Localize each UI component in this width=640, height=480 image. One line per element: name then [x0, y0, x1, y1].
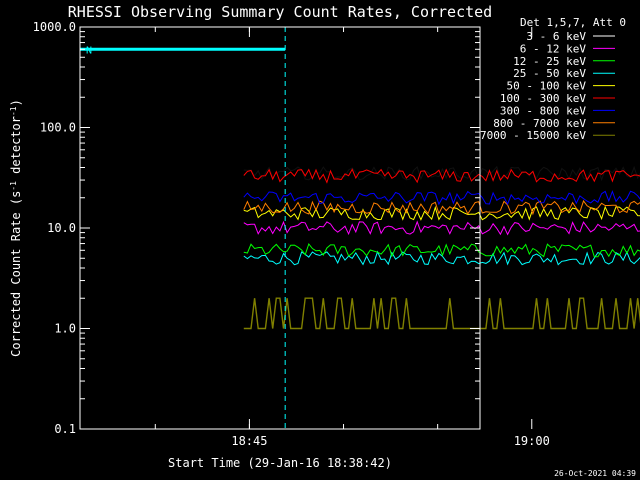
legend-label-3: 25 - 50 keV	[513, 67, 586, 80]
y-axis-label-part3: )	[9, 99, 23, 106]
y-tick-label: 100.0	[40, 121, 76, 135]
series-line-7000-15000-kev	[243, 297, 640, 330]
chart-title: RHESSI Observing Summary Count Rates, Co…	[68, 3, 492, 21]
axes: 0.11.010.0100.01000.018:4519:0019:1519:3…	[33, 20, 550, 448]
x-tick-label: 18:45	[231, 434, 267, 448]
y-axis-label: Corrected Count Rate (s-1 detector-1)	[9, 99, 23, 357]
series-line-25-50-kev	[243, 250, 640, 266]
legend-label-6: 300 - 800 keV	[500, 104, 586, 117]
legend-label-0: 3 - 6 keV	[526, 30, 586, 43]
legend-label-7: 800 - 7000 keV	[493, 117, 586, 130]
generation-timestamp: 26-Oct-2021 04:39	[554, 469, 636, 478]
y-axis-label-sup2: -1	[9, 106, 18, 116]
marker-label-night: N	[86, 45, 92, 56]
legend-label-5: 100 - 300 keV	[500, 92, 586, 105]
series-line-50-100-kev	[243, 205, 640, 221]
y-tick-label: 0.1	[54, 422, 76, 436]
legend-title: Det 1,5,7, Att 0	[520, 16, 626, 29]
x-axis-label: Start Time (29-Jan-16 18:38:42)	[168, 456, 392, 470]
series-line-12-25-kev	[243, 242, 640, 258]
series-line-100-300-kev	[243, 168, 640, 184]
series-line-300-800-kev	[243, 190, 640, 206]
series-line-800-7000-kev	[243, 199, 640, 216]
legend-label-2: 12 - 25 keV	[513, 55, 586, 68]
legend-label-4: 50 - 100 keV	[507, 80, 587, 93]
legend-label-8: 7000 - 15000 keV	[480, 129, 586, 142]
x-tick-label: 19:00	[514, 434, 550, 448]
y-tick-label: 1000.0	[33, 20, 76, 34]
y-axis-label-part1: Corrected Count Rate (s	[9, 191, 23, 357]
plot-area	[243, 165, 640, 330]
y-axis-label-sup1: -1	[9, 181, 18, 191]
y-tick-label: 10.0	[47, 221, 76, 235]
series-line-6-12-kev	[243, 220, 640, 236]
legend-label-1: 6 - 12 keV	[520, 42, 587, 55]
y-tick-label: 1.0	[54, 322, 76, 336]
y-axis-label-part2: detector	[9, 116, 23, 181]
